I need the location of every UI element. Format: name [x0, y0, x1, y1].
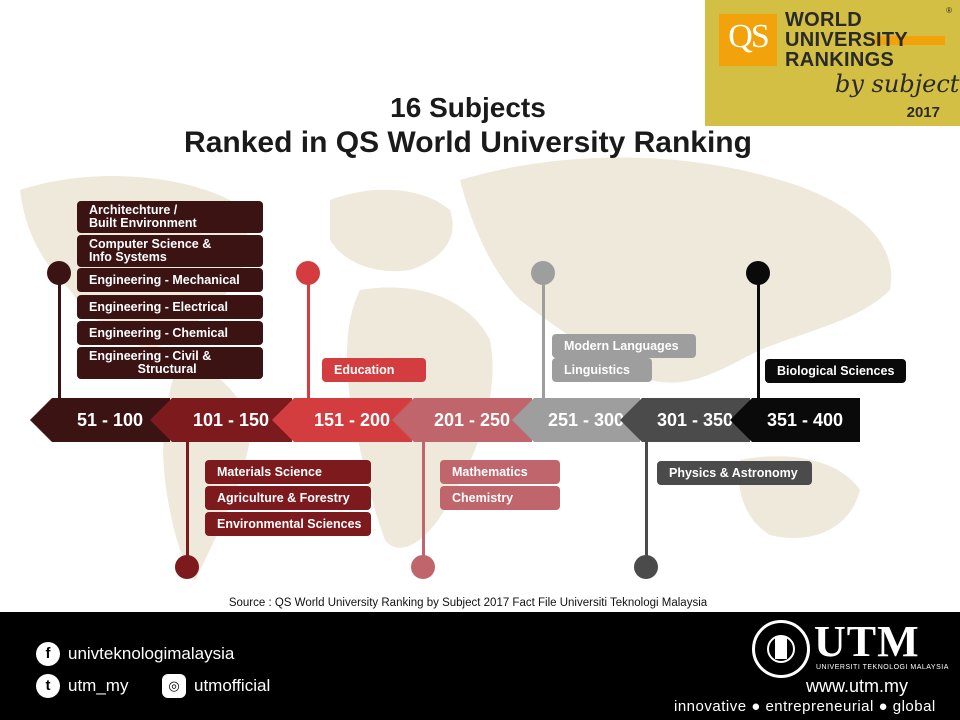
- utm-brand: UTM: [814, 617, 920, 666]
- range-segment-151-200: 151 - 200: [272, 398, 412, 442]
- range-segment-label: 301 - 350: [656, 410, 734, 430]
- qs-logo-line-2: UNIVERSITY: [785, 29, 909, 51]
- subject-label: Engineering - Mechanical: [77, 268, 263, 292]
- subject-label: Physics & Astronomy: [657, 461, 812, 485]
- subject-label: Materials Science: [205, 460, 371, 484]
- qs-badge: QS: [719, 14, 777, 60]
- r151-pin-dot: [296, 261, 320, 285]
- range-segment-label: 201 - 250: [433, 410, 511, 430]
- subject-label: Education: [322, 358, 426, 382]
- registered-mark: ®: [946, 6, 952, 15]
- subject-label: Engineering - Chemical: [77, 321, 263, 345]
- subject-label: Linguistics: [552, 358, 652, 382]
- facebook-link[interactable]: f univteknologimalaysia: [36, 642, 234, 666]
- instagram-handle: utmofficial: [194, 676, 271, 695]
- r351-pin-line: [757, 273, 760, 400]
- subject-label: Modern Languages: [552, 334, 696, 358]
- source-note: Source : QS World University Ranking by …: [228, 597, 708, 609]
- range-segment-51-100: 51 - 100: [30, 398, 170, 442]
- r51-pin-dot: [47, 261, 71, 285]
- twitter-link[interactable]: t utm_my: [36, 674, 128, 698]
- range-segment-label: 101 - 150: [192, 410, 270, 430]
- r251-pin-dot: [531, 261, 555, 285]
- range-segment-label: 251 - 300: [547, 410, 625, 430]
- range-segment-101-150: 101 - 150: [150, 398, 292, 442]
- range-segment-301-350: 301 - 350: [620, 398, 750, 442]
- qs-logo-year: 2017: [906, 104, 940, 121]
- r351-pin-dot: [746, 261, 770, 285]
- utm-tagline: innovative ● entrepreneurial ● global: [674, 698, 936, 715]
- range-segment-label: 351 - 400: [766, 410, 844, 430]
- r101-pin-line: [186, 442, 189, 567]
- subject-label: Mathematics: [440, 460, 560, 484]
- subject-label: Environmental Sciences: [205, 512, 371, 536]
- instagram-icon: ◎: [162, 674, 186, 698]
- instagram-link[interactable]: ◎ utmofficial: [162, 674, 270, 698]
- range-segment-label: 51 - 100: [76, 410, 144, 430]
- range-segment-label: 151 - 200: [313, 410, 391, 430]
- range-segment-201-250: 201 - 250: [392, 398, 532, 442]
- r251-pin-line: [542, 273, 545, 400]
- r201-pin-line: [422, 442, 425, 567]
- subject-label: Engineering - Civil & Structural: [77, 347, 263, 379]
- footer-bar: f univteknologimalaysia t utm_my ◎ utmof…: [0, 612, 960, 720]
- qs-badge-underline: [719, 60, 777, 66]
- qs-logo-line-1: WORLD: [785, 9, 863, 31]
- qs-rankings-logo: QS WORLD UNIVERSITY RANKINGS by subject …: [705, 0, 960, 126]
- utm-crest-icon: [752, 620, 810, 678]
- facebook-handle: univteknologimalaysia: [68, 644, 235, 663]
- page-title: 16 Subjects: [390, 92, 546, 123]
- page-subtitle: Ranked in QS World University Ranking: [184, 126, 752, 159]
- subject-label: Chemistry: [440, 486, 560, 510]
- utm-brand-subtitle: UNIVERSITI TEKNOLOGI MALAYSIA: [816, 664, 949, 671]
- facebook-icon: f: [36, 642, 60, 666]
- r101-pin-dot: [175, 555, 199, 579]
- r301-pin-line: [645, 442, 648, 567]
- subject-label: Agriculture & Forestry: [205, 486, 371, 510]
- qs-logo-by-subject: by subject: [835, 70, 960, 98]
- r301-pin-dot: [634, 555, 658, 579]
- qs-logo-strip: [875, 36, 945, 45]
- twitter-icon: t: [36, 674, 60, 698]
- twitter-handle: utm_my: [68, 676, 129, 695]
- subject-label: Biological Sciences: [765, 359, 906, 383]
- range-segment-351-400: 351 - 400: [730, 398, 860, 442]
- utm-website-link[interactable]: www.utm.my: [806, 676, 909, 696]
- subject-label: Engineering - Electrical: [77, 295, 263, 319]
- range-segment-251-300: 251 - 300: [512, 398, 640, 442]
- subject-label: Computer Science & Info Systems: [77, 235, 263, 267]
- r201-pin-dot: [411, 555, 435, 579]
- r51-pin-line: [58, 273, 61, 400]
- qs-logo-line-3: RANKINGS: [785, 49, 895, 71]
- r151-pin-line: [307, 273, 310, 400]
- subject-label: Architechture / Built Environment: [77, 201, 263, 233]
